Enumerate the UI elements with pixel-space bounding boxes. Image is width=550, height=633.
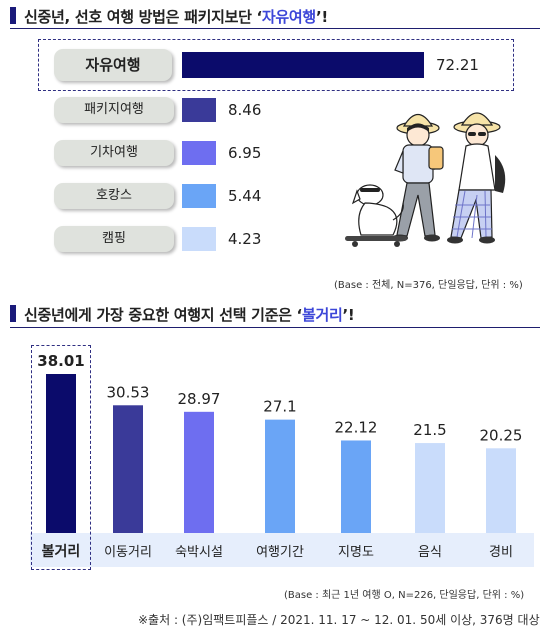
category-label: 숙박시설 xyxy=(175,545,223,560)
value-label: 21.5 xyxy=(413,421,446,439)
section1-title: 신중년, 선호 여행 방법은 패키지보단 ‘자유여행’! xyxy=(10,6,328,27)
category-label: 음식 xyxy=(418,545,442,560)
category-label: 호캉스 xyxy=(54,183,174,209)
top-item-highlight-frame xyxy=(38,39,514,91)
category-label: 경비 xyxy=(489,545,513,560)
title-highlight: 볼거리 xyxy=(301,306,343,324)
bar xyxy=(182,184,216,208)
category-label: 여행기간 xyxy=(256,544,304,560)
value-label: 22.12 xyxy=(335,418,378,436)
value-label: 8.46 xyxy=(228,101,262,119)
value-label: 20.25 xyxy=(480,426,523,444)
category-label: 기차여행 xyxy=(54,140,174,166)
section1-rule xyxy=(10,28,540,29)
chart1-base-note: (Base : 전체, N=376, 단일응답, 단위 : %) xyxy=(334,280,523,291)
value-label: 5.44 xyxy=(228,187,262,205)
category-label: 자유여행 xyxy=(54,49,172,81)
category-axis-band xyxy=(30,533,534,567)
value-label: 4.23 xyxy=(228,230,262,248)
value-label: 30.53 xyxy=(107,383,150,401)
bar xyxy=(182,227,216,251)
chart2-base-note: (Base : 최근 1년 여행 O, N=226, 단일응답, 단위 : %) xyxy=(284,590,525,601)
title-highlight: 자유여행 xyxy=(261,8,316,26)
value-label: 28.97 xyxy=(178,390,221,408)
category-label: 지명도 xyxy=(338,545,374,560)
value-label: 6.95 xyxy=(228,144,262,162)
dog-on-skateboard-icon xyxy=(345,184,407,247)
travelers-illustration xyxy=(345,112,506,247)
section2-title: 신중년에게 가장 중요한 여행지 선택 기준은 ‘볼거리’! xyxy=(10,304,355,325)
category-label: 볼거리 xyxy=(42,544,81,560)
value-label: 72.21 xyxy=(436,56,479,74)
bar xyxy=(265,419,295,533)
value-label: 27.1 xyxy=(263,398,296,416)
bar xyxy=(415,443,445,533)
title-accent-bar xyxy=(10,7,16,24)
bar xyxy=(341,440,371,533)
bar xyxy=(182,98,216,122)
category-label: 캠핑 xyxy=(54,226,174,252)
category-label: 이동거리 xyxy=(104,545,152,560)
source-note: ※출처 : (주)임팩트피플스 / 2021. 11. 17 ~ 12. 01.… xyxy=(138,613,540,627)
bar xyxy=(113,405,143,533)
bar xyxy=(46,374,76,533)
traveler-left-figure xyxy=(392,113,444,242)
bar xyxy=(486,448,516,533)
bar xyxy=(182,52,424,78)
value-label: 38.01 xyxy=(37,352,84,370)
bar xyxy=(182,141,216,165)
bar xyxy=(184,411,214,533)
traveler-right-figure xyxy=(447,112,506,244)
section2-rule xyxy=(10,327,540,328)
top-item-highlight-frame xyxy=(31,345,91,570)
category-label: 패키지여행 xyxy=(54,97,174,123)
title-accent-bar xyxy=(10,305,16,322)
